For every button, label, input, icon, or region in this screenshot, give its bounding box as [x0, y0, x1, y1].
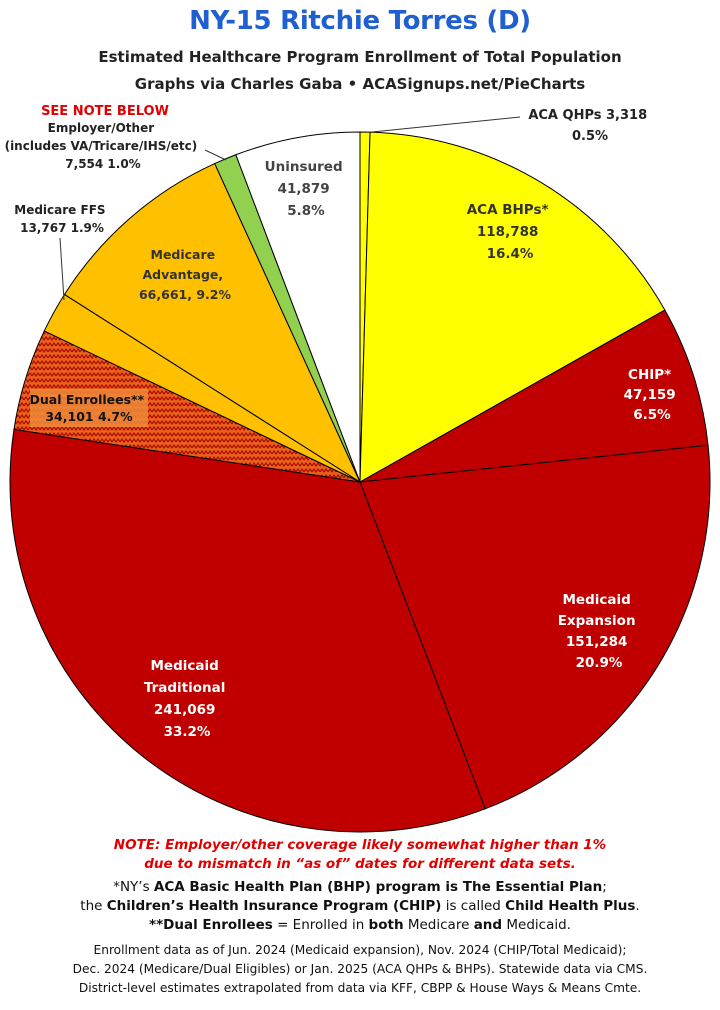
label-chip: CHIP* 47,159 6.5%	[624, 367, 681, 423]
slice-aca-bhps	[359, 131, 666, 483]
source-line-1: Enrollment data as of Jun. 2024 (Medicai…	[93, 943, 627, 957]
chip-footnote: the Children’s Health Insurance Program …	[80, 898, 640, 914]
leader-line-employer	[204, 149, 227, 161]
pie-slices	[9, 131, 711, 833]
slice-medicaid-traditional	[9, 428, 486, 833]
leader-line-ffs	[59, 237, 65, 301]
slice-uninsured	[235, 131, 361, 483]
label-medicaid-traditional: Medicaid Traditional 241,069 33.2%	[144, 658, 230, 740]
dual-enrollees-label-box	[30, 389, 148, 427]
chart-credit-line: Graphs via Charles Gaba • ACASignups.net…	[134, 75, 586, 93]
label-employer-other: Employer/Other (includes VA/Tricare/IHS/…	[5, 121, 202, 171]
source-line-3: District-level estimates extrapolated fr…	[78, 981, 642, 995]
chart-title: NY-15 Ritchie Torres (D)	[189, 6, 531, 36]
label-uninsured: Uninsured 41,879 5.8%	[265, 159, 348, 219]
pie-chart: ACA BHPs* 118,788 16.4% CHIP* 47,159 6.5…	[5, 104, 711, 833]
slice-medicaid-expansion	[359, 444, 711, 810]
see-note-below: SEE NOTE BELOW	[41, 104, 169, 119]
leader-line-qhps	[371, 116, 521, 133]
source-line-2: Dec. 2024 (Medicare/Dual Eligibles) or J…	[72, 962, 648, 976]
label-aca-qhps: ACA QHPs 3,318 0.5%	[528, 108, 651, 144]
note-line-1: NOTE: Employer/other coverage likely som…	[113, 837, 607, 853]
slice-medicare-advantage	[63, 162, 362, 484]
slice-chip	[359, 309, 709, 483]
chart-subtitle: Estimated Healthcare Program Enrollment …	[98, 48, 622, 66]
bhp-footnote: *NY’s ACA Basic Health Plan (BHP) progra…	[113, 879, 607, 895]
dual-footnote: **Dual Enrollees = Enrolled in both Medi…	[149, 917, 571, 933]
label-medicare-ffs: Medicare FFS 13,767 1.9%	[14, 203, 109, 235]
label-dual-enrollees: Dual Enrollees** 34,101 4.7%	[30, 392, 149, 424]
label-medicare-advantage: Medicare Advantage, 66,661, 9.2%	[139, 247, 231, 302]
label-medicaid-expansion: Medicaid Expansion 151,284 20.9%	[558, 592, 641, 671]
label-aca-bhps: ACA BHPs* 118,788 16.4%	[467, 202, 554, 262]
note-line-2: due to mismatch in “as of” dates for dif…	[144, 856, 576, 872]
